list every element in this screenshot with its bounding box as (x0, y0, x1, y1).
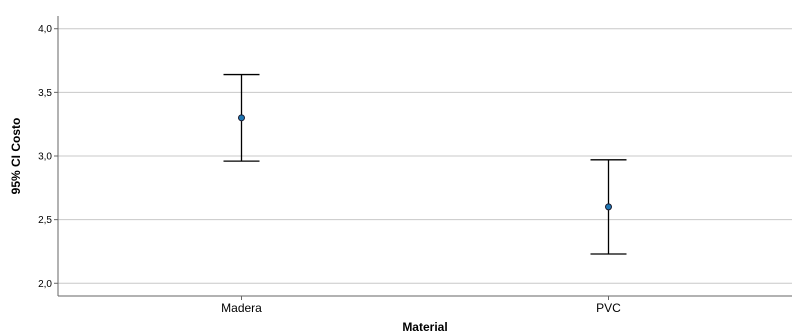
y-tick-label: 4,0 (38, 24, 52, 35)
y-tick-labels: 2,0 2,5 3,0 3,5 4,0 (38, 24, 52, 290)
y-tick-label: 2,5 (38, 215, 52, 226)
y-tick-label: 2,0 (38, 279, 52, 290)
mean-point (605, 203, 612, 211)
x-tick-label: PVC (596, 301, 621, 315)
error-bars (223, 73, 627, 255)
x-tick-labels: Madera PVC (221, 296, 621, 315)
y-tick-label: 3,5 (38, 88, 52, 99)
x-axis-title: Material (402, 320, 447, 334)
y-tick-label: 3,0 (38, 152, 52, 163)
axes (57, 16, 792, 297)
y-axis-title: 95% CI Costo (9, 118, 23, 195)
x-tick-label: Madera (221, 301, 262, 315)
gridlines (54, 28, 792, 284)
mean-point (238, 114, 245, 122)
